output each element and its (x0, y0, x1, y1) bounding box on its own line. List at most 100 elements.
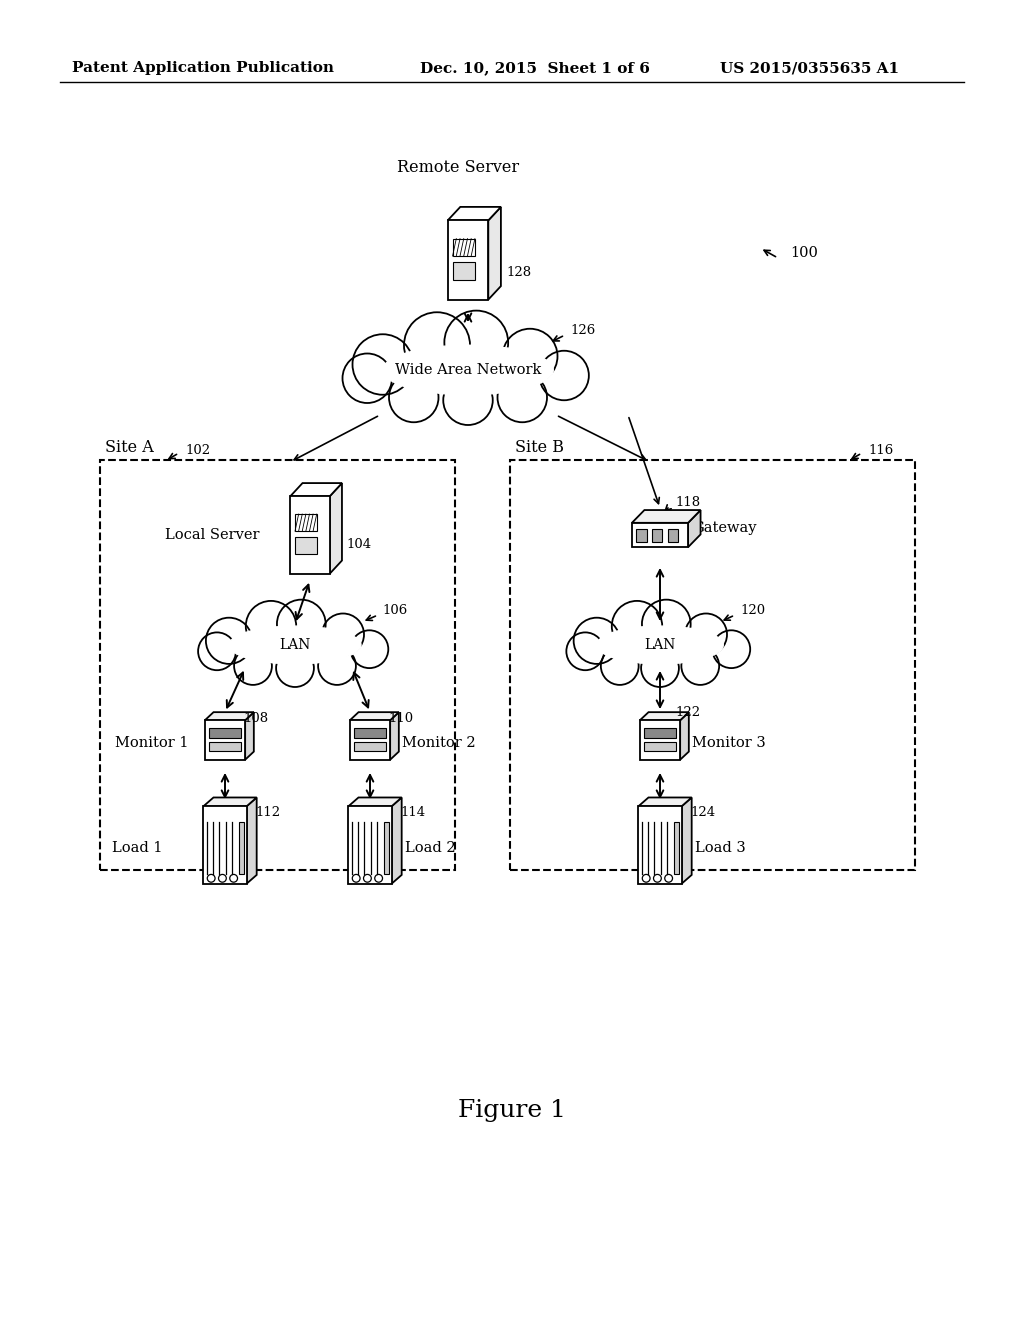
Polygon shape (348, 797, 401, 807)
Circle shape (246, 601, 296, 651)
Text: Load 2: Load 2 (406, 841, 456, 855)
Text: Monitor 3: Monitor 3 (692, 737, 766, 750)
Text: 104: 104 (346, 539, 371, 552)
Text: 102: 102 (185, 444, 210, 457)
Polygon shape (688, 510, 700, 548)
Bar (295, 537, 316, 554)
Polygon shape (391, 797, 401, 883)
Ellipse shape (383, 346, 553, 395)
Circle shape (322, 614, 364, 656)
Circle shape (503, 329, 557, 384)
Text: 118: 118 (675, 495, 700, 508)
Polygon shape (204, 797, 257, 807)
Text: Wide Area Network: Wide Area Network (395, 363, 542, 378)
Circle shape (404, 313, 470, 379)
Polygon shape (247, 797, 257, 883)
Polygon shape (290, 483, 342, 496)
Circle shape (611, 601, 663, 651)
Text: Remote Server: Remote Server (397, 160, 519, 177)
Text: 108: 108 (243, 711, 268, 725)
Text: Load 1: Load 1 (112, 841, 163, 855)
Text: 124: 124 (690, 805, 715, 818)
Bar (447, 220, 488, 300)
Circle shape (601, 647, 639, 685)
Bar (348, 807, 391, 883)
Circle shape (444, 310, 508, 375)
Polygon shape (640, 713, 689, 721)
Bar (668, 529, 678, 543)
Text: 106: 106 (382, 603, 408, 616)
Bar (295, 513, 316, 531)
Bar (638, 807, 682, 883)
Text: 128: 128 (506, 265, 531, 279)
Text: 100: 100 (790, 246, 818, 260)
Circle shape (498, 372, 547, 422)
Text: Site A: Site A (105, 440, 154, 455)
Bar (354, 729, 386, 738)
Polygon shape (390, 713, 398, 760)
Bar (644, 742, 676, 751)
Circle shape (642, 599, 690, 648)
Text: 110: 110 (388, 711, 413, 725)
Ellipse shape (229, 626, 361, 664)
Text: 126: 126 (570, 323, 595, 337)
Circle shape (276, 649, 314, 686)
Bar (384, 822, 389, 874)
Text: LAN: LAN (280, 638, 310, 652)
Bar (644, 729, 676, 738)
Circle shape (342, 354, 392, 403)
Bar (204, 807, 247, 883)
Circle shape (352, 334, 413, 395)
Circle shape (318, 647, 356, 685)
Text: 122: 122 (675, 705, 700, 718)
Polygon shape (447, 207, 501, 220)
Circle shape (685, 614, 727, 656)
Circle shape (443, 375, 493, 425)
Circle shape (276, 599, 326, 648)
Polygon shape (350, 713, 398, 721)
Bar (453, 263, 475, 280)
Text: 120: 120 (740, 603, 765, 616)
Text: LAN: LAN (644, 638, 676, 652)
Circle shape (234, 647, 272, 685)
Bar (239, 822, 244, 874)
Bar (209, 742, 241, 751)
Text: 116: 116 (868, 444, 893, 457)
Polygon shape (330, 483, 342, 574)
Text: Monitor 2: Monitor 2 (402, 737, 475, 750)
Bar (350, 721, 390, 760)
Polygon shape (680, 713, 689, 760)
Text: 112: 112 (255, 805, 281, 818)
Bar (453, 239, 475, 256)
Text: Local Server: Local Server (165, 528, 259, 543)
Circle shape (566, 632, 604, 671)
Polygon shape (488, 207, 501, 300)
Text: Load 3: Load 3 (695, 841, 745, 855)
Polygon shape (682, 797, 691, 883)
Bar (652, 529, 663, 543)
Polygon shape (245, 713, 254, 760)
Bar (100, 459, 455, 870)
Circle shape (198, 632, 236, 671)
Bar (510, 459, 915, 870)
Bar (674, 822, 679, 874)
Bar (636, 529, 646, 543)
Text: Gateway: Gateway (692, 521, 757, 535)
Circle shape (389, 372, 438, 422)
Circle shape (641, 649, 679, 686)
Circle shape (681, 647, 719, 685)
Text: US 2015/0355635 A1: US 2015/0355635 A1 (720, 61, 899, 75)
Text: Site B: Site B (515, 440, 564, 455)
Ellipse shape (597, 626, 723, 664)
Circle shape (206, 618, 252, 664)
Bar (290, 496, 330, 574)
Bar (354, 742, 386, 751)
Polygon shape (638, 797, 691, 807)
Bar (209, 729, 241, 738)
Bar (632, 523, 688, 548)
Text: Monitor 1: Monitor 1 (115, 737, 188, 750)
Polygon shape (632, 510, 700, 523)
Text: 114: 114 (400, 805, 425, 818)
Text: Patent Application Publication: Patent Application Publication (72, 61, 334, 75)
Circle shape (540, 351, 589, 400)
